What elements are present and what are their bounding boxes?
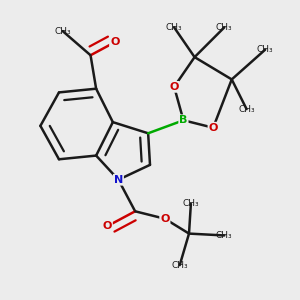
Text: CH₃: CH₃	[257, 45, 274, 54]
Text: B: B	[179, 115, 188, 125]
Text: N: N	[114, 175, 123, 185]
Text: CH₃: CH₃	[166, 23, 182, 32]
Text: O: O	[208, 123, 218, 133]
Text: O: O	[103, 221, 112, 231]
Text: O: O	[169, 82, 179, 92]
Text: CH₃: CH₃	[171, 261, 188, 270]
Text: CH₃: CH₃	[216, 23, 232, 32]
Text: O: O	[160, 214, 170, 224]
Text: CH₃: CH₃	[183, 200, 199, 208]
Text: CH₃: CH₃	[216, 231, 232, 240]
Text: CH₃: CH₃	[54, 27, 71, 36]
Text: CH₃: CH₃	[238, 105, 255, 114]
Text: O: O	[110, 37, 119, 47]
